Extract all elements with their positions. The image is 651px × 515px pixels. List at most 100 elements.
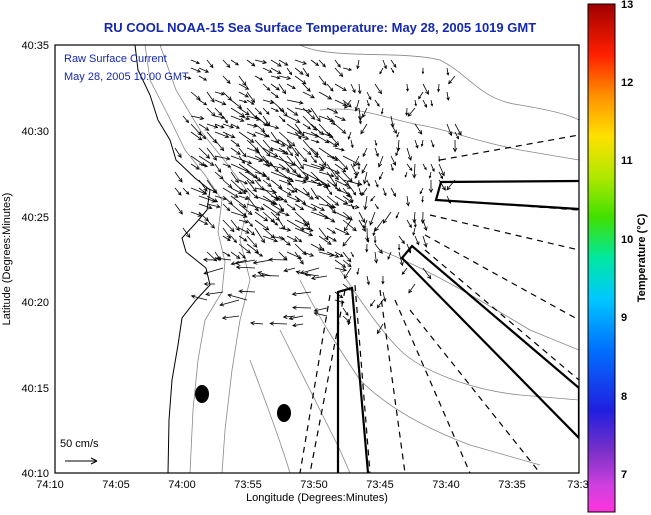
current-vector-arrow [326, 115, 336, 126]
current-vector-arrow [373, 251, 379, 264]
current-vector-arrow [454, 123, 462, 136]
current-vector-arrow [214, 131, 230, 138]
current-vector-arrow [358, 219, 366, 232]
current-vector-arrow [238, 227, 250, 234]
current-vector-arrow [420, 139, 424, 148]
current-vector-arrow [326, 107, 339, 114]
current-vector-arrow [214, 99, 227, 106]
current-vector-arrow [230, 139, 240, 147]
current-vector-arrow [374, 203, 379, 210]
current-vector-arrow [203, 281, 215, 287]
current-vector-arrow [412, 227, 416, 236]
current-vector-arrow [342, 259, 352, 268]
current-vector-arrow [382, 211, 392, 224]
current-vector-arrow [356, 267, 360, 276]
current-vector-arrow [326, 195, 340, 206]
current-vector-arrow [252, 259, 272, 265]
current-vector-arrow [270, 91, 279, 99]
current-vector-arrow [219, 299, 240, 307]
current-vector-arrow [294, 203, 305, 211]
current-vector-arrow [302, 251, 315, 257]
current-vector-arrow [222, 59, 231, 69]
current-vector-arrow [294, 107, 313, 113]
current-vector-arrow [401, 267, 408, 276]
current-vector-arrow [294, 243, 307, 256]
current-vector-arrow [370, 195, 376, 202]
current-vector-arrow [286, 139, 299, 157]
current-vector-arrow [413, 219, 417, 228]
current-vector-arrow [270, 59, 282, 67]
current-vector-arrow [326, 131, 340, 146]
current-vector-arrow [334, 67, 344, 78]
current-vector-arrow [230, 235, 237, 244]
current-vector-arrow [390, 67, 395, 74]
current-vector-arrow [430, 163, 435, 173]
current-vector-arrow [251, 273, 263, 279]
current-vector-arrow [318, 211, 336, 223]
current-vector-arrow [363, 219, 368, 230]
current-vector-arrow [278, 227, 292, 232]
current-vector-arrow [278, 139, 292, 149]
current-vector-arrow [198, 163, 209, 168]
current-vector-arrow [326, 83, 334, 92]
current-vector-arrow [182, 75, 192, 80]
current-vector-arrow [238, 289, 256, 294]
current-vector-arrow [227, 293, 248, 301]
current-vector-arrow [310, 139, 320, 144]
x-tick-label: 73:40 [432, 479, 460, 491]
current-vector-arrow [374, 179, 379, 188]
current-vector-arrow [302, 147, 312, 156]
surface-current-vectors [174, 59, 462, 335]
x-tick-label: 73:3 [567, 479, 588, 491]
current-vector-arrow [357, 83, 362, 95]
current-vector-arrow [342, 211, 353, 221]
current-vector-arrow [412, 163, 417, 179]
current-vector-arrow [406, 195, 410, 207]
current-vector-arrow [292, 305, 312, 310]
current-vector-arrow [318, 243, 325, 252]
current-vector-arrow [422, 219, 428, 232]
current-vector-arrow [395, 211, 400, 219]
current-vector-arrow [190, 91, 201, 101]
current-vector-arrow [270, 83, 281, 91]
x-tick-label: 73:55 [234, 479, 262, 491]
current-vector-arrow [342, 203, 360, 209]
current-vector-arrow [278, 187, 292, 196]
current-vector-arrow [254, 251, 264, 257]
current-vector-arrow [310, 155, 317, 164]
current-vector-arrow [234, 259, 256, 265]
current-vector-arrow [294, 227, 314, 237]
current-vector-arrow [278, 75, 292, 80]
current-vector-arrow [230, 187, 243, 194]
current-vector-arrow [358, 115, 362, 125]
current-vector-arrow [446, 91, 450, 101]
current-vector-arrow [422, 83, 429, 95]
colorbar-tick-label: 11 [621, 155, 633, 167]
current-vector-arrow [214, 139, 225, 152]
current-vector-arrow [302, 227, 314, 232]
current-vector-arrow [286, 107, 299, 116]
current-vector-arrow [398, 235, 405, 245]
current-vector-arrow [214, 163, 222, 173]
current-vector-arrow [246, 235, 258, 248]
current-vector-arrow [302, 187, 310, 196]
current-vector-arrow [310, 243, 323, 251]
coastline [55, 45, 211, 473]
current-vector-arrow [419, 187, 424, 195]
current-vector-arrow [214, 171, 224, 180]
current-vector-arrow [288, 315, 304, 321]
current-vector-arrow [310, 107, 321, 123]
y-tick-label: 40:30 [21, 126, 49, 138]
current-vector-arrow [310, 203, 326, 211]
current-vector-arrow [238, 155, 246, 165]
current-vector-arrow [374, 139, 378, 147]
current-vector-arrow [374, 99, 380, 107]
current-vector-arrow [262, 123, 280, 130]
current-vector-arrow [356, 59, 360, 70]
current-vector-arrow [230, 155, 253, 165]
current-vector-arrow [278, 59, 289, 66]
current-vector-arrow [246, 203, 265, 211]
current-vector-arrow [202, 257, 216, 262]
current-vector-arrow [358, 187, 363, 196]
current-vector-arrow [326, 163, 339, 181]
